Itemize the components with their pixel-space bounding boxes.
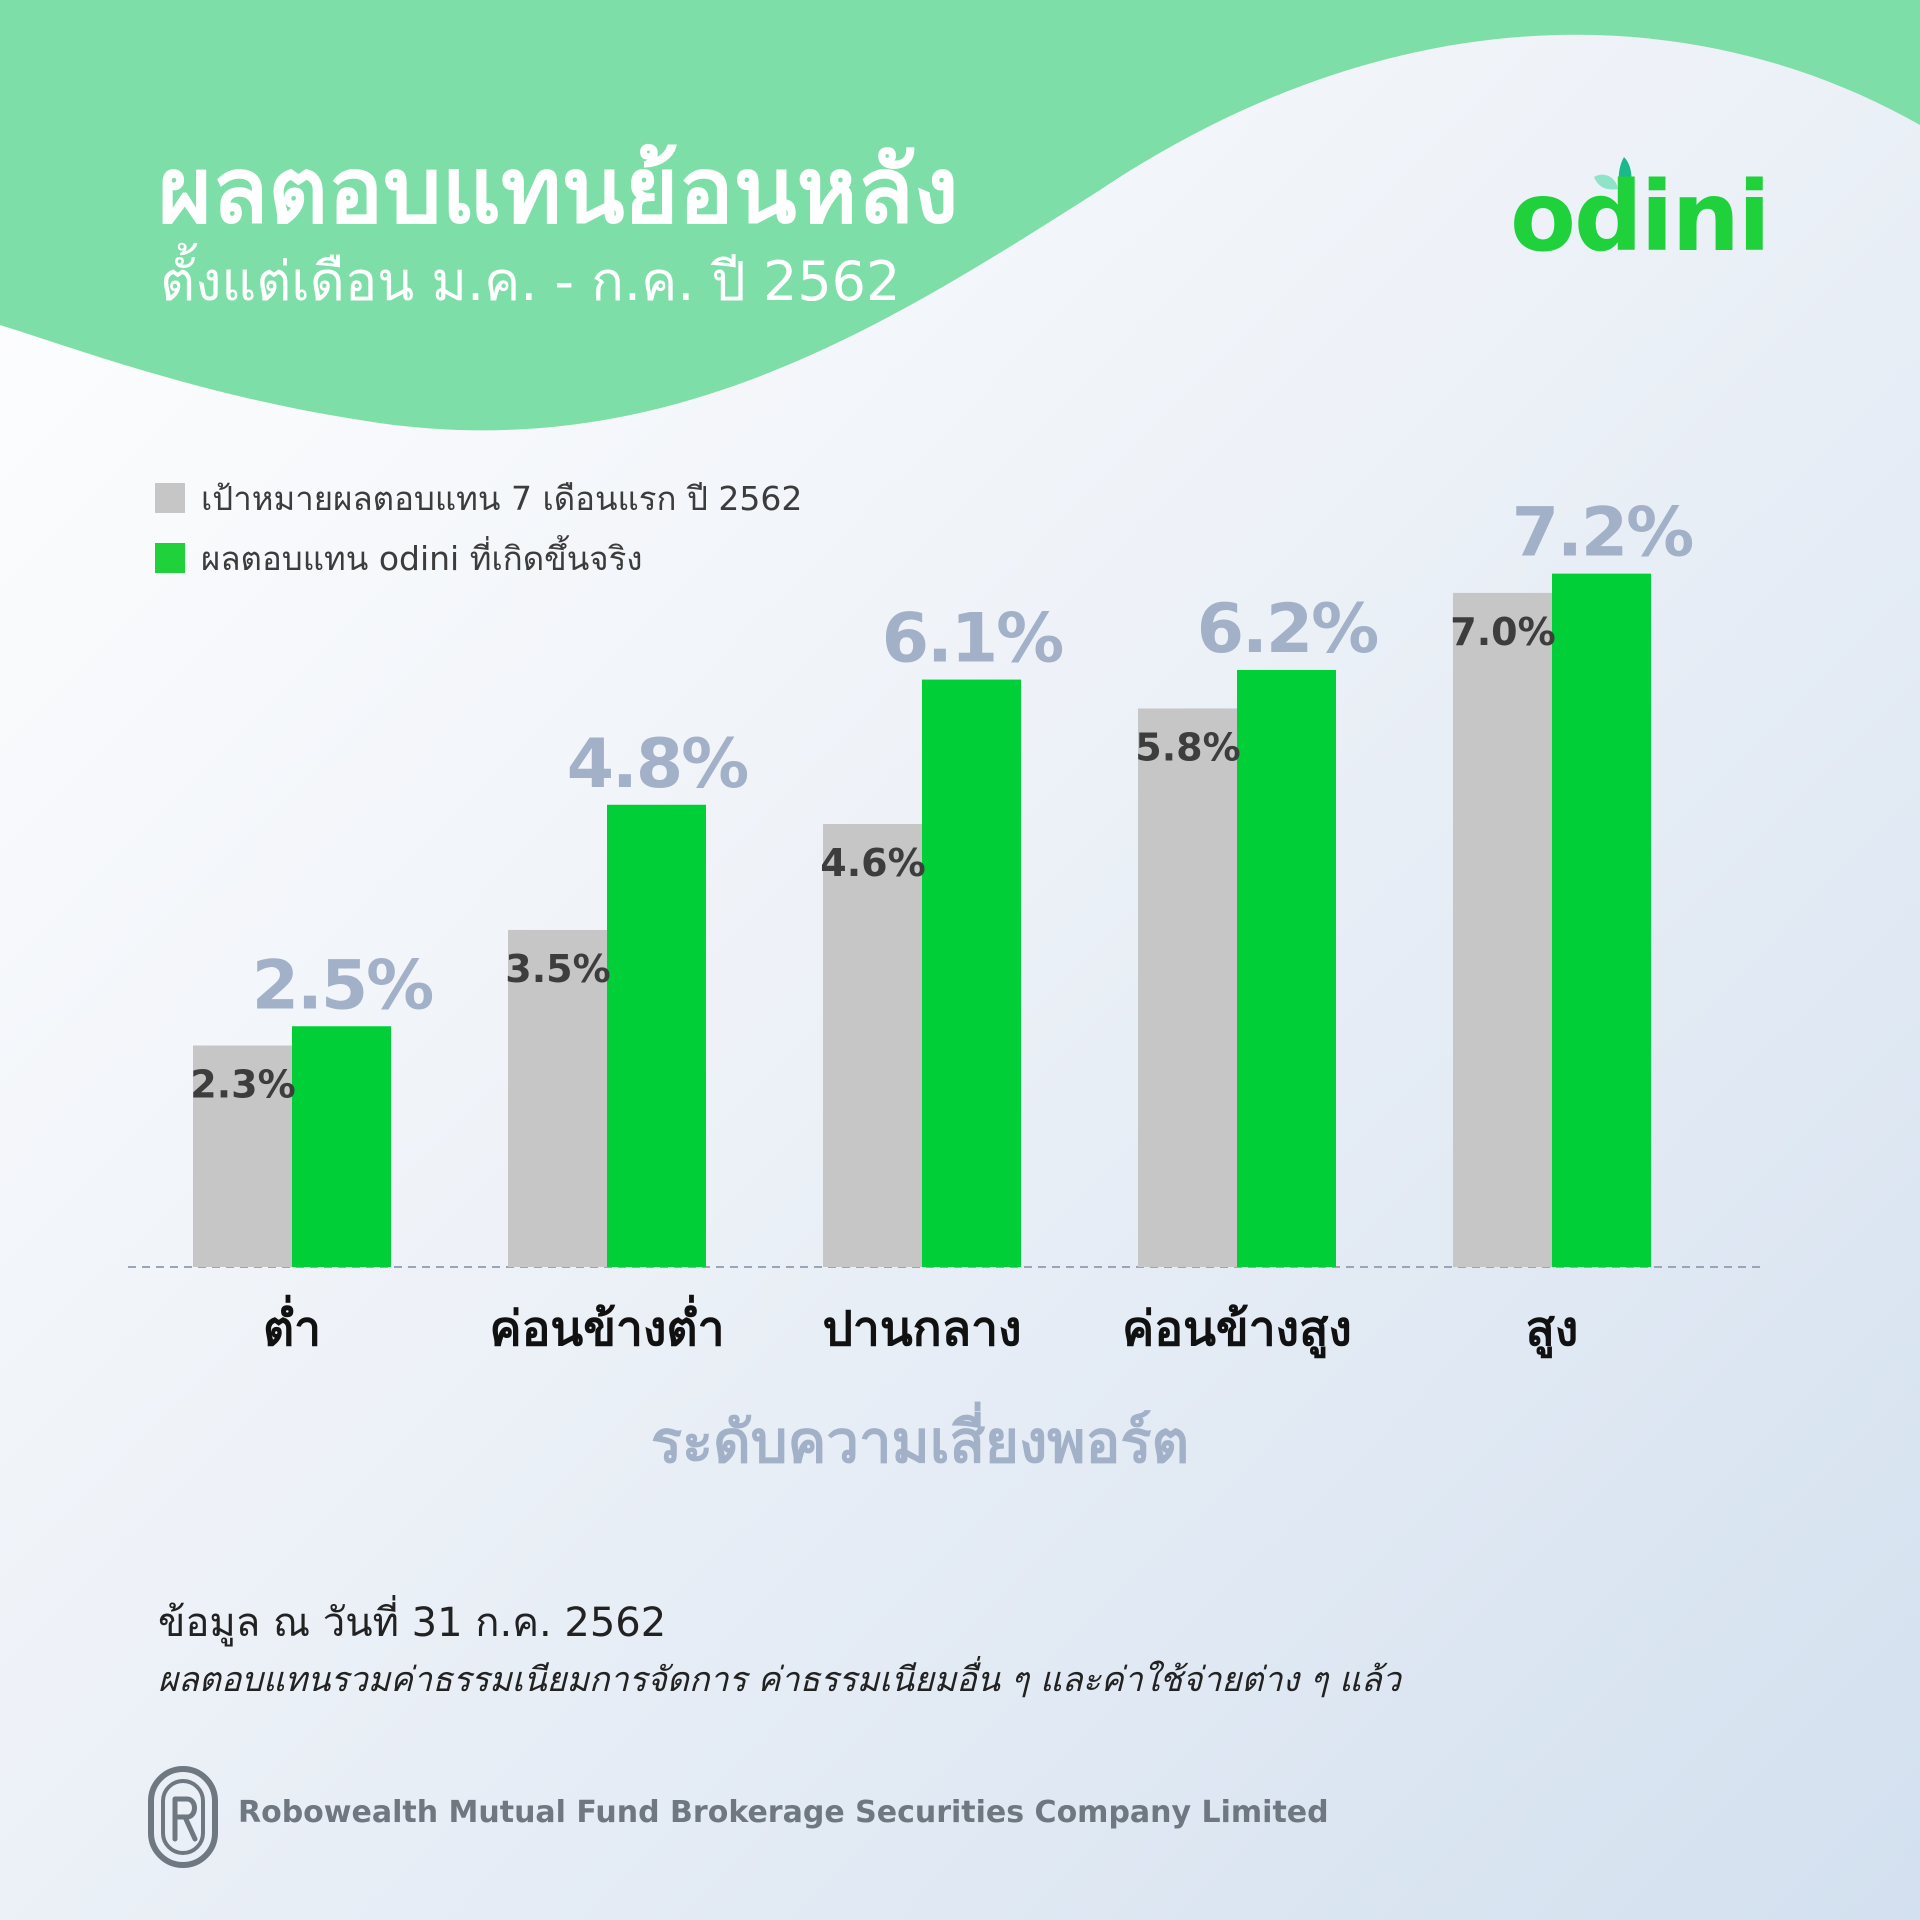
- legend-label: เป้าหมายผลตอบแทน 7 เดือนแรก ปี 2562: [201, 478, 803, 518]
- bar-target: [823, 824, 922, 1267]
- category-label: ค่อนข้างสูง: [1122, 1301, 1352, 1359]
- data-label-actual: 7.2%: [1512, 494, 1693, 573]
- x-axis-title: ระดับความเสี่ยงพอร์ต: [650, 1408, 1190, 1476]
- logo-text: odini: [1510, 161, 1771, 273]
- data-label-actual: 2.5%: [252, 946, 433, 1025]
- legend-item-actual: ผลตอบแทน odini ที่เกิดขึ้นจริง: [155, 528, 802, 588]
- bar-actual: [1237, 669, 1336, 1267]
- data-label-target: 5.8%: [1135, 725, 1240, 769]
- legend-label: ผลตอบแทน odini ที่เกิดขึ้นจริง: [201, 538, 643, 578]
- odini-logo: odini: [1510, 155, 1771, 285]
- category-label: ปานกลาง: [822, 1301, 1021, 1357]
- data-date-note: ข้อมูล ณ วันที่ 31 ก.ค. 2562: [158, 1600, 667, 1646]
- legend-swatch-gray: [155, 483, 185, 513]
- data-label-target: 4.6%: [820, 841, 925, 885]
- data-label-actual: 6.1%: [882, 600, 1063, 679]
- page-subtitle: ตั้งแต่เดือน ม.ค. - ก.ค. ปี 2562: [160, 250, 901, 313]
- robowealth-logo-icon: [148, 1766, 218, 1868]
- category-label: ต่ำ: [263, 1294, 321, 1357]
- legend-swatch-green: [155, 543, 185, 573]
- legend-item-target: เป้าหมายผลตอบแทน 7 เดือนแรก ปี 2562: [155, 468, 802, 528]
- bar-actual: [607, 804, 706, 1267]
- bar-target: [193, 1045, 292, 1267]
- category-label: ค่อนข้างต่ำ: [489, 1294, 724, 1357]
- bar-actual: [1552, 573, 1651, 1267]
- bar-target: [508, 929, 607, 1267]
- bar-target: [1453, 592, 1552, 1267]
- data-label-actual: 4.8%: [567, 725, 748, 804]
- bar-actual: [292, 1026, 391, 1267]
- page-title: ผลตอบแทนย้อนหลัง: [158, 137, 959, 244]
- data-label-actual: 6.2%: [1197, 590, 1378, 669]
- data-label-target: 7.0%: [1450, 610, 1555, 654]
- fee-note: ผลตอบแทนรวมค่าธรรมเนียมการจัดการ ค่าธรรม…: [158, 1660, 1401, 1700]
- category-label: สูง: [1526, 1301, 1579, 1359]
- company-name: Robowealth Mutual Fund Brokerage Securit…: [238, 1795, 1329, 1830]
- data-label-target: 2.3%: [190, 1063, 295, 1107]
- chart-legend: เป้าหมายผลตอบแทน 7 เดือนแรก ปี 2562 ผลตอ…: [155, 468, 802, 588]
- bar-target: [1138, 708, 1237, 1267]
- data-label-target: 3.5%: [505, 947, 610, 991]
- bar-actual: [922, 679, 1021, 1267]
- leaf-drops-icon: [1594, 157, 1632, 201]
